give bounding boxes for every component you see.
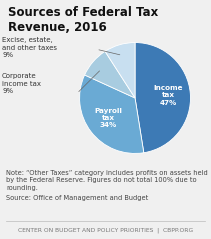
Wedge shape — [135, 43, 191, 153]
Wedge shape — [105, 43, 135, 98]
Text: Source: Office of Management and Budget: Source: Office of Management and Budget — [6, 195, 149, 201]
Text: Income
tax
47%: Income tax 47% — [153, 85, 183, 106]
Text: Payroll
tax
34%: Payroll tax 34% — [95, 108, 123, 128]
Text: CENTER ON BUDGET AND POLICY PRIORITIES  |  CBPP.ORG: CENTER ON BUDGET AND POLICY PRIORITIES |… — [18, 227, 193, 233]
Text: Note: “Other Taxes” category includes profits on assets held
by the Federal Rese: Note: “Other Taxes” category includes pr… — [6, 170, 208, 191]
Text: Sources of Federal Tax
Revenue, 2016: Sources of Federal Tax Revenue, 2016 — [8, 6, 159, 34]
Wedge shape — [85, 51, 135, 98]
Text: Excise, estate,
and other taxes
9%: Excise, estate, and other taxes 9% — [2, 37, 57, 58]
Text: Corporate
income tax
9%: Corporate income tax 9% — [2, 73, 41, 94]
Wedge shape — [80, 75, 144, 153]
